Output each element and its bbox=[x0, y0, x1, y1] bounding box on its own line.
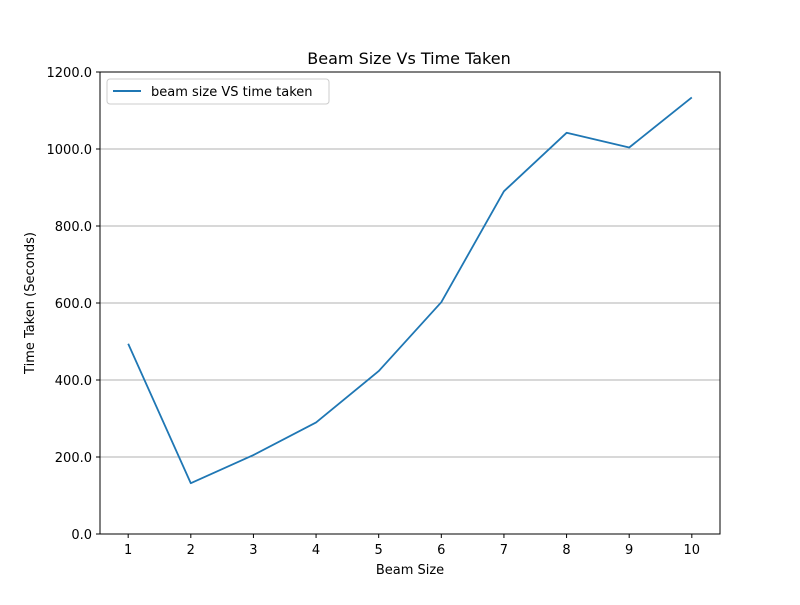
x-tick-label: 8 bbox=[562, 543, 570, 558]
x-tick-label: 7 bbox=[500, 543, 508, 558]
chart-title: Beam Size Vs Time Taken bbox=[307, 49, 510, 68]
legend: beam size VS time taken bbox=[107, 79, 329, 104]
axis-ticks: 0.0 200.0 400.0 600.0 800.0 1000.0 1200.0 1 2 3 4 5… bbox=[47, 66, 701, 558]
y-tick-label: 800.0 bbox=[55, 220, 92, 235]
x-axis-label: Beam Size bbox=[376, 563, 444, 578]
x-tick-label: 2 bbox=[187, 543, 195, 558]
x-tick-label: 3 bbox=[249, 543, 257, 558]
x-tick-label: 6 bbox=[437, 543, 445, 558]
x-tick-label: 4 bbox=[312, 543, 320, 558]
legend-label: beam size VS time taken bbox=[151, 85, 313, 100]
x-tick-label: 1 bbox=[124, 543, 132, 558]
grid-lines bbox=[100, 72, 720, 534]
y-tick-label: 1200.0 bbox=[47, 66, 93, 81]
x-tick-label: 9 bbox=[625, 543, 633, 558]
y-tick-label: 200.0 bbox=[55, 451, 92, 466]
y-tick-label: 600.0 bbox=[55, 297, 92, 312]
series-layer bbox=[128, 97, 692, 483]
y-tick-label: 1000.0 bbox=[47, 143, 93, 158]
x-tick-label: 10 bbox=[684, 543, 701, 558]
x-tick-label: 5 bbox=[375, 543, 383, 558]
y-tick-label: 400.0 bbox=[55, 374, 92, 389]
y-tick-label: 0.0 bbox=[71, 528, 92, 543]
y-axis-label: Time Taken (Seconds) bbox=[23, 232, 38, 375]
series-line bbox=[128, 97, 692, 483]
